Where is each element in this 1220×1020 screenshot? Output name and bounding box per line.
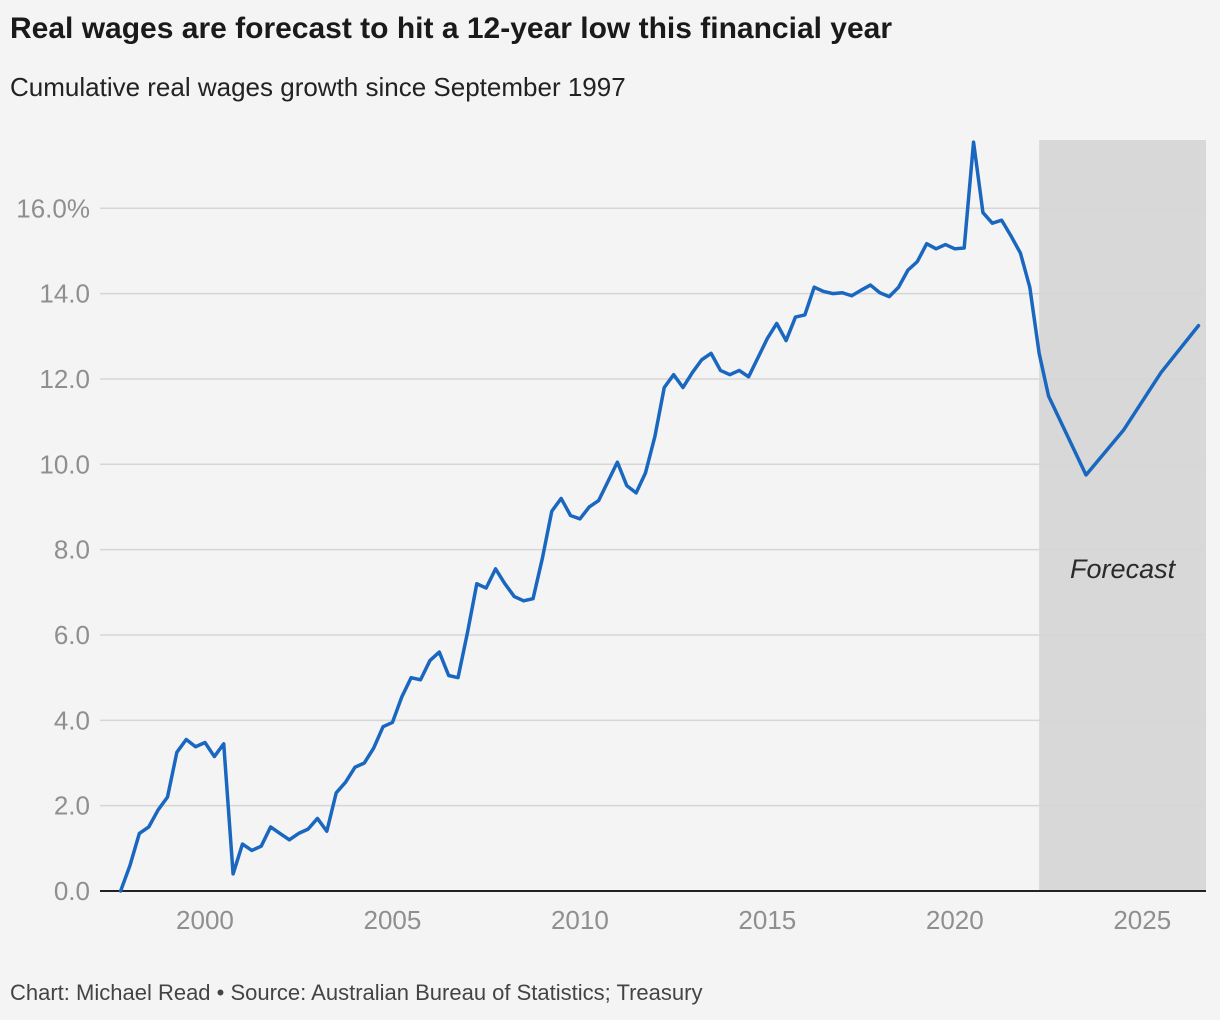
forecast-label: Forecast (1070, 554, 1177, 584)
y-tick-label: 12.0 (39, 364, 90, 394)
y-tick-label: 14.0 (39, 279, 90, 309)
x-tick-label: 2005 (364, 905, 422, 935)
x-axis-ticks: 2000 2005 2010 2015 2020 2025 (176, 905, 1171, 935)
series-line (118, 140, 1201, 893)
forecast-band (1039, 140, 1206, 891)
x-tick-label: 2020 (926, 905, 984, 935)
x-tick-label: 2025 (1113, 905, 1171, 935)
gridlines (100, 207, 1206, 807)
y-tick-label: 2.0 (54, 791, 90, 821)
y-tick-label: 6.0 (54, 620, 90, 650)
y-tick-label: 8.0 (54, 535, 90, 565)
chart-title: Real wages are forecast to hit a 12-year… (10, 12, 893, 45)
chart-subtitle: Cumulative real wages growth since Septe… (10, 72, 626, 102)
y-tick-label: 16.0% (16, 193, 90, 223)
x-tick-label: 2010 (551, 905, 609, 935)
x-tick-label: 2000 (176, 905, 234, 935)
y-axis-ticks: 0.0 2.0 4.0 6.0 8.0 10.0 12.0 14.0 16.0% (16, 193, 90, 906)
y-tick-label: 10.0 (39, 449, 90, 479)
y-tick-label: 0.0 (54, 876, 90, 906)
chart-footer-source: Chart: Michael Read • Source: Australian… (10, 980, 703, 1005)
x-tick-label: 2015 (738, 905, 796, 935)
y-tick-label: 4.0 (54, 705, 90, 735)
